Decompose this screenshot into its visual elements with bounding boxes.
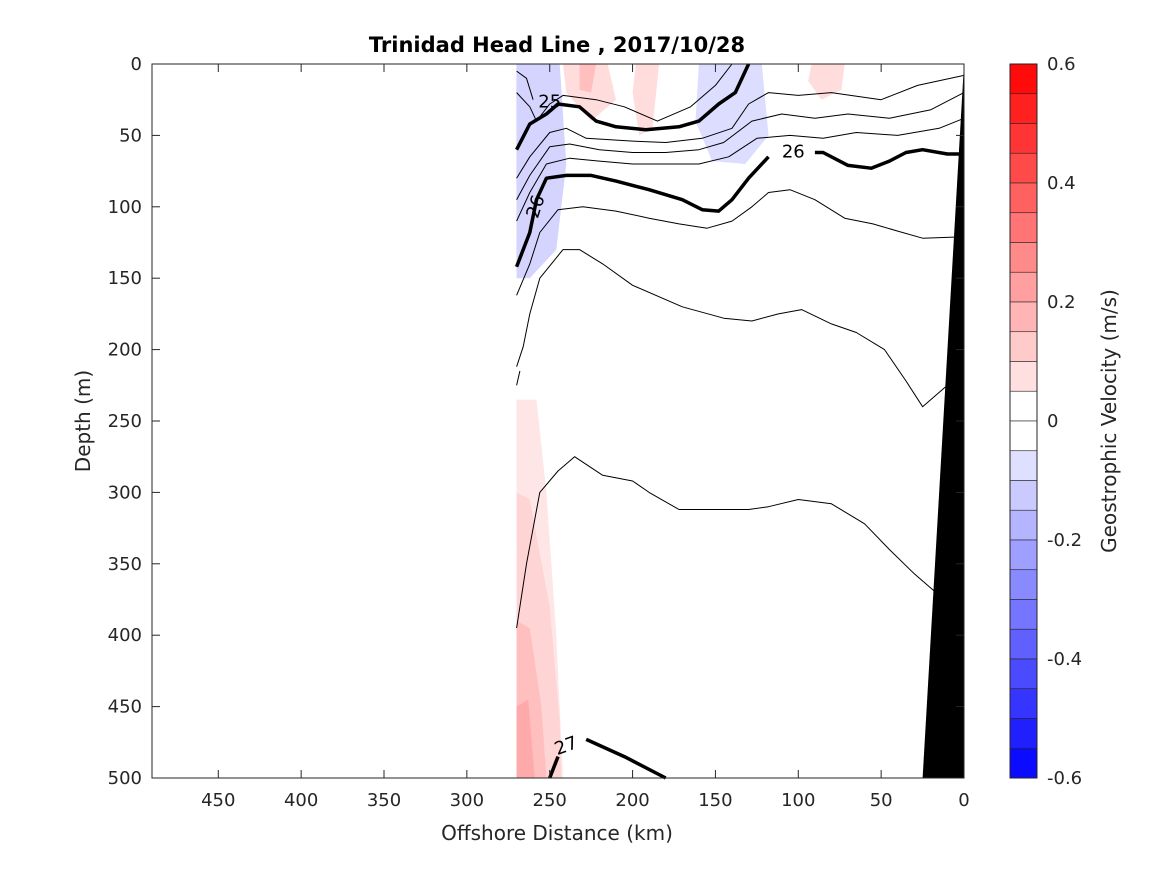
isopycnal-line (516, 189, 965, 296)
velocity-patch (579, 64, 597, 93)
colorbar-band (1009, 480, 1038, 511)
y-tick-label: 200 (108, 340, 142, 361)
velocity-patches (516, 64, 845, 778)
contour-label: 26 (782, 142, 805, 163)
colorbar-band (1009, 331, 1038, 362)
y-tick-label: 250 (108, 411, 142, 432)
isopycnal-bold (514, 155, 770, 268)
x-tick-label: 50 (870, 790, 893, 811)
velocity-patch (695, 64, 769, 164)
colorbar-band (1009, 212, 1038, 243)
x-tick-label: 200 (615, 790, 649, 811)
isopycnal-line (516, 92, 965, 200)
y-tick-label: 500 (108, 768, 142, 789)
colorbar-tick-label: -0.4 (1047, 649, 1082, 670)
isopycnal-line (516, 456, 965, 629)
y-tick-label: 0 (131, 54, 142, 75)
x-tick-label: 150 (698, 790, 732, 811)
x-tick-label: 350 (367, 790, 401, 811)
isopycnal-bold (585, 737, 667, 780)
colorbar-band (1009, 420, 1038, 452)
colorbar-band (1009, 301, 1038, 333)
velocity-patch (516, 699, 535, 778)
colorbar-band (1009, 450, 1038, 481)
colorbar-band (1009, 569, 1038, 600)
colorbar-tick-label: 0.4 (1047, 173, 1076, 194)
isopycnal-line (516, 249, 965, 408)
isopycnal-line (516, 117, 965, 222)
colorbar-band (1009, 628, 1038, 660)
colorbar-band (1009, 123, 1038, 154)
colorbar-band (1009, 271, 1038, 303)
x-tick-label: 0 (958, 790, 969, 811)
y-axis-label: Depth (m) (71, 370, 95, 472)
isopycnal-bold (515, 63, 751, 151)
velocity-patch (516, 64, 567, 279)
x-tick-label: 300 (450, 790, 484, 811)
colorbar-band (1009, 63, 1038, 95)
colorbar-label: Geostrophic Velocity (m/s) (1097, 289, 1121, 553)
chart-title: Trinidad Head Line , 2017/10/28 (369, 33, 745, 57)
y-tick-label: 100 (108, 197, 142, 218)
isopycnal-line (516, 74, 965, 179)
colorbar-band (1009, 390, 1038, 422)
y-tick-label: 400 (108, 625, 142, 646)
colorbar-band (1009, 688, 1038, 719)
colorbar-frame (1009, 63, 1038, 779)
isopycnal-bold (548, 755, 560, 779)
colorbar-tick-label: -0.6 (1047, 768, 1082, 789)
y-axis-ticks: 0 50 100 150 200 250 300 350 400 450 500 (108, 54, 964, 789)
x-tick-label: 250 (533, 790, 567, 811)
colorbar-band (1009, 658, 1038, 690)
isopycnal-line (516, 370, 521, 386)
velocity-patch (563, 64, 616, 122)
colorbar-band (1009, 509, 1038, 541)
x-axis-ticks: 450 400 350 300 250 200 150 100 50 0 (201, 64, 970, 811)
colorbar-band (1009, 599, 1038, 630)
colorbar-band (1009, 93, 1038, 124)
y-tick-label: 50 (119, 125, 142, 146)
x-tick-label: 450 (201, 790, 235, 811)
isopycnal-line (516, 63, 733, 122)
colorbar-band (1009, 152, 1038, 184)
colorbar-band (1009, 361, 1038, 392)
colorbar-band (1009, 718, 1038, 749)
bathymetry-fill (922, 64, 964, 778)
colorbar-band (1009, 182, 1038, 214)
colorbar (1009, 63, 1038, 779)
velocity-patch (808, 64, 845, 100)
x-tick-label: 400 (284, 790, 318, 811)
y-tick-label: 450 (108, 697, 142, 718)
colorbar-tick-label: -0.2 (1047, 530, 1082, 551)
colorbar-band (1009, 747, 1038, 779)
colorbar-tick-label: 0 (1047, 411, 1058, 432)
x-tick-label: 100 (781, 790, 815, 811)
isopycnal-bold (814, 147, 964, 170)
colorbar-tick-label: 0.6 (1047, 54, 1076, 75)
colorbar-ticks: 0.6 0.4 0.2 0 -0.2 -0.4 -0.6 (1047, 54, 1082, 789)
isopycnal-contours (514, 63, 965, 780)
colorbar-band (1009, 242, 1038, 273)
y-tick-label: 300 (108, 482, 142, 503)
colorbar-band (1009, 539, 1038, 571)
isopycnal-line (516, 70, 534, 100)
velocity-patch (632, 64, 660, 136)
colorbar-tick-label: 0.2 (1047, 292, 1076, 313)
contour-label: 25 (538, 92, 561, 113)
y-tick-label: 350 (108, 554, 142, 575)
y-tick-label: 150 (108, 268, 142, 289)
x-axis-label: Offshore Distance (km) (441, 821, 673, 845)
